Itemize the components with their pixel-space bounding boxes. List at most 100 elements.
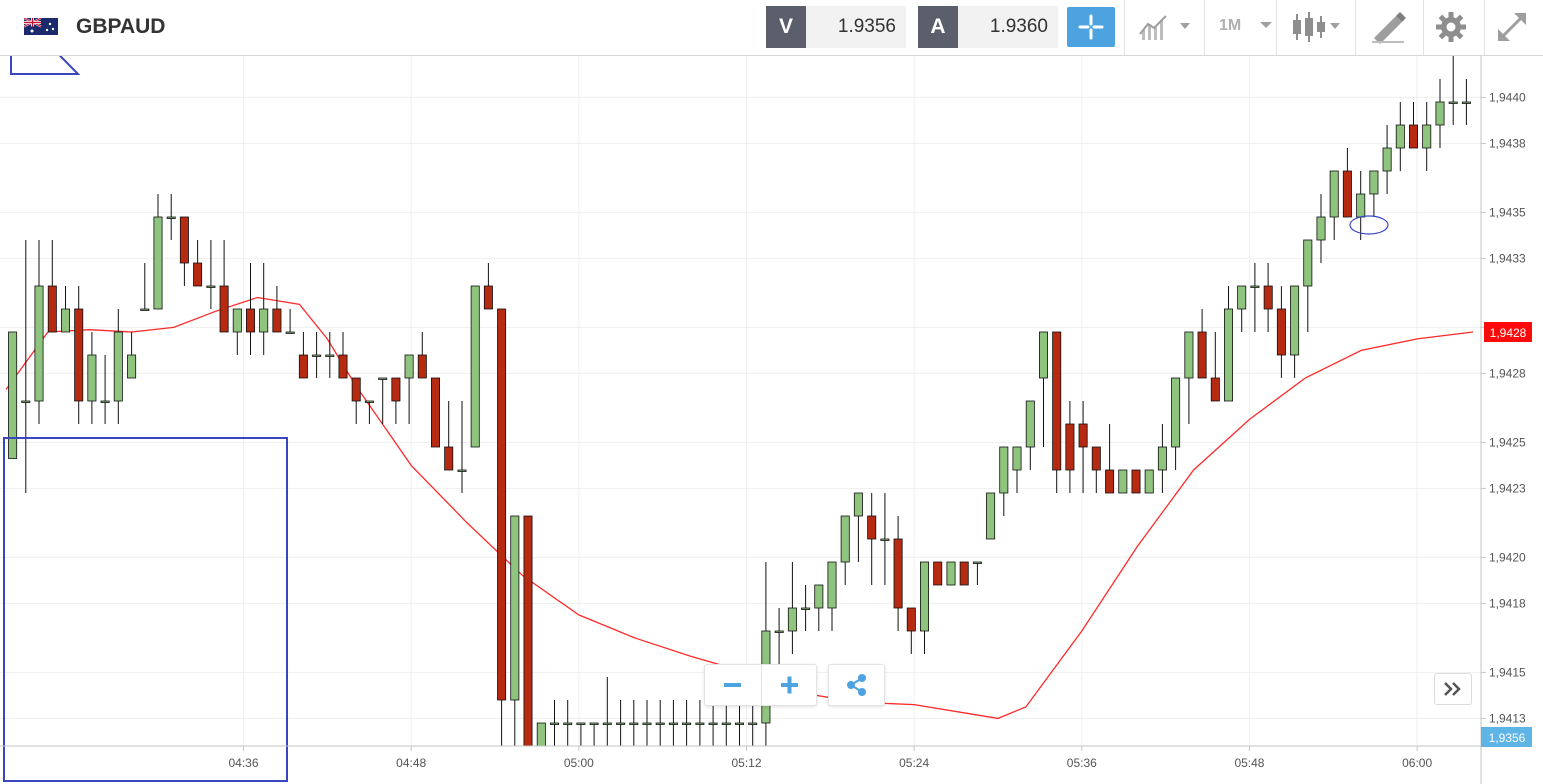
candle-body-up <box>8 331 18 459</box>
candle <box>708 700 718 746</box>
candle-body-down <box>959 561 969 586</box>
candle-body-up <box>1303 239 1313 287</box>
candle <box>1316 194 1326 263</box>
symbol-title: GBPAUD <box>76 15 166 38</box>
timeframe-button[interactable] <box>1205 0 1275 55</box>
candle <box>232 308 242 355</box>
candle <box>140 263 150 311</box>
candle-body-up <box>206 285 216 288</box>
candle-body-up <box>1171 377 1181 448</box>
candle <box>1171 377 1181 470</box>
candle-body-up <box>113 331 123 402</box>
candle <box>999 446 1009 516</box>
candle <box>153 194 163 310</box>
candle <box>34 240 44 424</box>
candle <box>166 194 176 240</box>
candle <box>986 492 996 540</box>
candle-body-up <box>100 400 110 403</box>
candle-body-up <box>1290 285 1300 356</box>
candle <box>1342 148 1352 218</box>
candle-body-down <box>933 561 943 586</box>
candle <box>1422 102 1432 171</box>
candle <box>1197 309 1207 379</box>
candle-body-up <box>1039 331 1049 379</box>
candle <box>1065 401 1075 493</box>
candle <box>219 240 229 333</box>
candle <box>853 492 863 562</box>
candle-body-up <box>325 354 335 357</box>
candle-body-up <box>668 722 678 725</box>
candle <box>1210 332 1220 402</box>
candle <box>906 607 916 654</box>
candle-body-down <box>444 446 454 471</box>
price-chart[interactable]: 1,94401,94381,94351,94331,94301,94281,94… <box>0 56 1543 784</box>
chart-type-button[interactable] <box>1136 0 1196 55</box>
fullscreen-button[interactable] <box>1485 0 1540 55</box>
candle-body-up <box>1382 147 1392 172</box>
sell-label[interactable]: V <box>766 6 806 48</box>
candle-body-up <box>536 722 546 747</box>
candle <box>351 377 361 424</box>
candle <box>1012 446 1022 493</box>
candle <box>1435 79 1445 148</box>
candle <box>87 332 97 424</box>
candle-body-down <box>47 285 57 333</box>
candle-body-up <box>602 722 612 725</box>
share-button[interactable] <box>828 664 885 706</box>
scroll-to-end-button[interactable] <box>1434 673 1472 705</box>
candle <box>285 309 295 334</box>
zoom-out-button[interactable] <box>705 665 760 705</box>
crosshair-icon <box>1078 14 1104 40</box>
sell-price[interactable]: 1.9356 <box>806 6 906 48</box>
candle-body-up <box>576 722 586 725</box>
candle <box>576 722 586 746</box>
candle-body-down <box>272 308 282 333</box>
price-tick-label: 1,9425 <box>1489 435 1526 449</box>
candle-body-down <box>906 607 916 632</box>
candle <box>259 263 269 355</box>
candle <box>1369 170 1379 217</box>
buy-price[interactable]: 1.9360 <box>958 6 1058 48</box>
candle <box>721 700 731 746</box>
candle <box>933 561 943 586</box>
candle-body-up <box>127 354 137 379</box>
candle-body-up <box>748 722 758 725</box>
candle-body-up <box>972 561 982 564</box>
buy-label[interactable]: A <box>918 6 958 48</box>
triangle-annotation[interactable] <box>10 56 81 75</box>
candle-body-down <box>1409 124 1419 149</box>
candle <box>444 401 454 471</box>
time-tick-label: 05:24 <box>899 756 929 770</box>
candle <box>1184 331 1194 424</box>
candle <box>1025 400 1035 470</box>
settings-icon <box>1436 12 1466 42</box>
candle-body-up <box>827 561 837 609</box>
candle-style-button[interactable] <box>1284 0 1348 55</box>
rectangle-annotation[interactable] <box>3 437 288 782</box>
ellipse-annotation[interactable] <box>1349 215 1389 235</box>
candle-body-up <box>735 722 745 725</box>
candle-body-up <box>1012 446 1022 471</box>
candle <box>206 240 216 309</box>
candle-body-down <box>1276 308 1286 356</box>
candle-body-down <box>523 515 533 747</box>
candle-body-up <box>457 469 467 472</box>
candle-body-up <box>589 722 599 725</box>
candle <box>179 216 189 286</box>
time-tick-label: 06:00 <box>1402 756 1432 770</box>
crosshair-button[interactable] <box>1067 7 1115 47</box>
candle-body-up <box>1224 308 1234 402</box>
candle <box>827 561 837 631</box>
candle <box>550 700 560 746</box>
candle <box>325 332 335 378</box>
candle <box>1157 424 1167 493</box>
candle-body-up <box>1237 285 1247 310</box>
candle-body-up <box>801 607 811 610</box>
zoom-in-button[interactable] <box>761 665 817 705</box>
candle-body-up <box>1144 469 1154 494</box>
candle-body-down <box>1091 446 1101 471</box>
ma-value-badge-text: 1,9428 <box>1490 326 1527 340</box>
settings-button[interactable] <box>1424 0 1479 55</box>
candle <box>378 377 388 424</box>
drawing-tools-button[interactable] <box>1366 0 1416 55</box>
